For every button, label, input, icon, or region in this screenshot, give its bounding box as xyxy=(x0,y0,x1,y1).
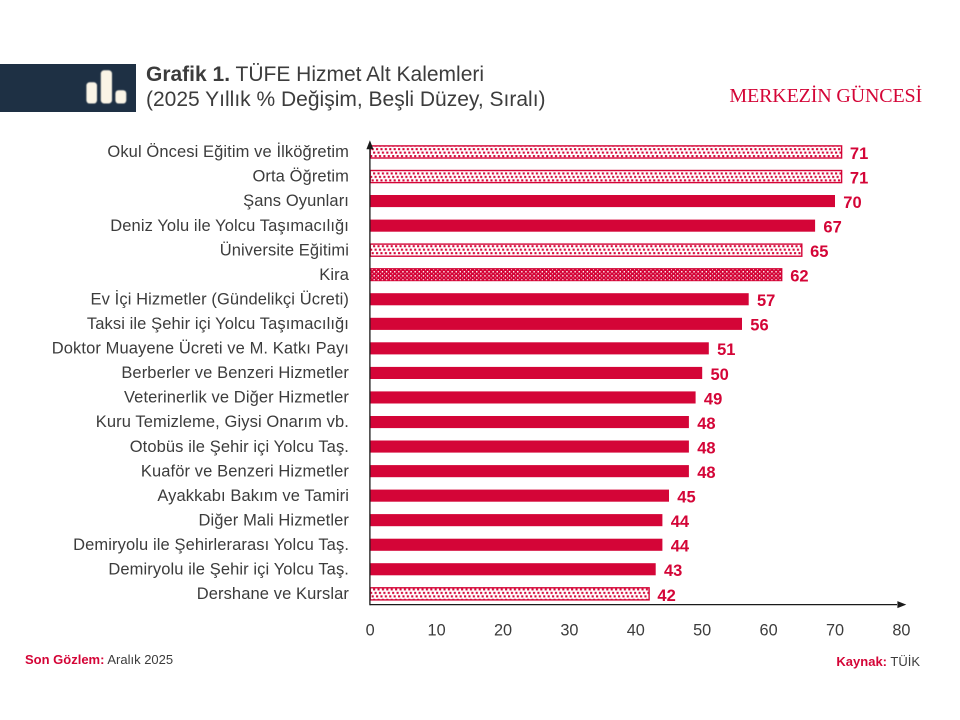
svg-text:Ayakkabı Bakım ve Tamiri: Ayakkabı Bakım ve Tamiri xyxy=(157,487,349,505)
svg-text:Demiryolu ile Şehir içi Yolcu: Demiryolu ile Şehir içi Yolcu Taş. xyxy=(108,561,349,579)
svg-text:Şans Oyunları: Şans Oyunları xyxy=(243,192,349,210)
svg-text:Okul Öncesi Eğitim ve İlköğret: Okul Öncesi Eğitim ve İlköğretim xyxy=(107,142,349,161)
svg-text:51: 51 xyxy=(717,341,735,359)
svg-text:Ev İçi Hizmetler (Gündelikçi Ü: Ev İçi Hizmetler (Gündelikçi Ücreti) xyxy=(91,290,349,309)
svg-text:Diğer Mali Hizmetler: Diğer Mali Hizmetler xyxy=(198,511,349,529)
svg-text:40: 40 xyxy=(627,622,645,640)
svg-text:56: 56 xyxy=(750,317,768,335)
svg-text:70: 70 xyxy=(843,194,861,212)
svg-text:57: 57 xyxy=(757,292,775,310)
svg-text:Veterinerlik ve Diğer Hizmetle: Veterinerlik ve Diğer Hizmetler xyxy=(124,389,349,407)
svg-text:Taksi ile Şehir içi Yolcu Taşı: Taksi ile Şehir içi Yolcu Taşımacılığı xyxy=(87,315,349,333)
svg-text:20: 20 xyxy=(494,622,512,640)
svg-text:49: 49 xyxy=(704,390,722,408)
svg-text:71: 71 xyxy=(850,169,868,187)
svg-text:48: 48 xyxy=(697,439,715,457)
svg-text:Berberler ve Benzeri Hizmetler: Berberler ve Benzeri Hizmetler xyxy=(121,364,349,382)
svg-text:60: 60 xyxy=(760,622,778,640)
svg-text:48: 48 xyxy=(697,464,715,482)
svg-text:0: 0 xyxy=(366,622,375,640)
svg-text:50: 50 xyxy=(693,622,711,640)
svg-text:42: 42 xyxy=(657,587,675,605)
svg-text:30: 30 xyxy=(560,622,578,640)
svg-text:Doktor Muayene Ücreti ve M. Ka: Doktor Muayene Ücreti ve M. Katkı Payı xyxy=(52,340,349,358)
svg-text:65: 65 xyxy=(810,243,828,261)
svg-text:44: 44 xyxy=(671,513,690,531)
svg-text:Üniversite Eğitimi: Üniversite Eğitimi xyxy=(220,241,349,259)
svg-text:45: 45 xyxy=(677,489,695,507)
svg-text:Orta Öğretim: Orta Öğretim xyxy=(252,168,349,186)
svg-text:Otobüs ile Şehir içi Yolcu Taş: Otobüs ile Şehir içi Yolcu Taş. xyxy=(130,438,349,456)
svg-text:Deniz Yolu ile Yolcu Taşımacıl: Deniz Yolu ile Yolcu Taşımacılığı xyxy=(110,217,349,235)
svg-text:Demiryolu ile Şehirlerarası Yo: Demiryolu ile Şehirlerarası Yolcu Taş. xyxy=(73,536,349,554)
svg-text:Kira: Kira xyxy=(319,266,349,284)
svg-text:71: 71 xyxy=(850,145,868,163)
svg-text:80: 80 xyxy=(892,622,910,640)
svg-text:67: 67 xyxy=(823,219,841,237)
svg-text:43: 43 xyxy=(664,562,682,580)
svg-text:48: 48 xyxy=(697,415,715,433)
svg-text:50: 50 xyxy=(711,366,729,384)
svg-text:Kuru Temizleme, Giysi Onarım v: Kuru Temizleme, Giysi Onarım vb. xyxy=(96,413,349,431)
svg-text:62: 62 xyxy=(790,268,808,286)
svg-text:Dershane ve Kurslar: Dershane ve Kurslar xyxy=(197,585,350,603)
svg-text:10: 10 xyxy=(428,622,446,640)
svg-text:Kuaför ve Benzeri Hizmetler: Kuaför ve Benzeri Hizmetler xyxy=(141,462,350,480)
svg-text:44: 44 xyxy=(671,538,690,556)
svg-text:70: 70 xyxy=(826,622,844,640)
